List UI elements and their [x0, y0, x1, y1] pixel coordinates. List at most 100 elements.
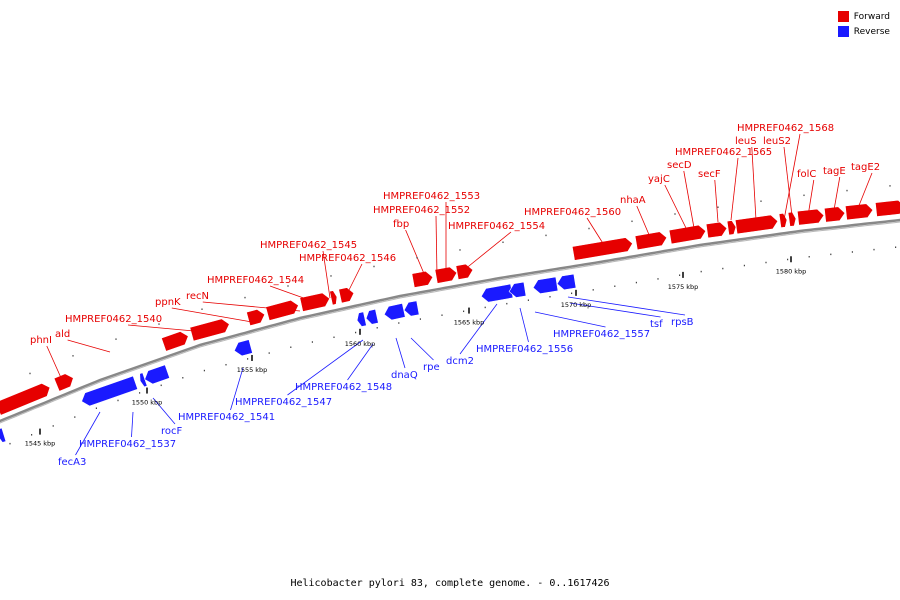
reverse-gene-label-hmpref0462-1556: HMPREF0462_1556	[476, 344, 573, 355]
reverse-callout-line-12	[567, 296, 686, 316]
reverse-callout-line-7	[410, 337, 434, 361]
forward-callout-line-14	[664, 184, 687, 229]
reverse-gene-label-rocf: rocF	[161, 426, 183, 437]
forward-gene-arrow-13	[634, 231, 668, 251]
forward-gene-arrow-15	[705, 221, 728, 239]
forward-gene-label-hmpref0462-1568: HMPREF0462_1568	[737, 123, 834, 134]
forward-gene-label-hmpref0462-1552: HMPREF0462_1552	[373, 205, 470, 216]
forward-callout-line-11	[463, 231, 512, 271]
forward-gene-label-hmpref0462-1554: HMPREF0462_1554	[448, 221, 545, 232]
scale-label: 1550 kbp	[132, 399, 163, 407]
forward-callout-line-6	[322, 250, 331, 299]
forward-gene-label-hmpref0462-1545: HMPREF0462_1545	[260, 240, 357, 251]
forward-gene-arrow-2	[161, 331, 189, 352]
forward-callout-line-15	[683, 170, 695, 229]
legend: Forward Reverse	[837, 9, 890, 39]
reverse-gene-label-hmpref0462-1537: HMPREF0462_1537	[79, 439, 176, 450]
forward-gene-arrow-16	[726, 220, 737, 236]
reverse-callout-line-0	[75, 411, 101, 456]
forward-gene-arrow-14	[668, 224, 707, 245]
forward-gene-arrow-7	[329, 290, 338, 306]
forward-gene-label-tage: tagE	[823, 166, 846, 177]
reverse-callout-line-10	[534, 311, 606, 328]
forward-gene-arrow-18	[778, 212, 788, 229]
reverse-gene-arrow-10	[508, 281, 527, 298]
reverse-callout-line-11	[569, 302, 661, 318]
reverse-swatch-icon	[837, 26, 849, 37]
scale-bar: 1545 kbp 1550 kbp 1555 kbp 1560 kbp 1565 kbp…	[9, 185, 897, 448]
forward-callout-line-7	[344, 263, 363, 299]
forward-gene-label-hmpref0462-1540: HMPREF0462_1540	[65, 314, 162, 325]
genome-caption: Helicobacter pylori 83, complete genome.…	[290, 578, 610, 589]
reverse-gene-label-feca3: fecA3	[58, 457, 86, 468]
reverse-gene-arrow-9	[480, 283, 514, 303]
forward-callout-line-5	[269, 285, 313, 302]
forward-gene-label-hmpref0462-1544: HMPREF0462_1544	[207, 275, 304, 286]
reverse-gene-arrow-8	[403, 300, 420, 317]
forward-gene-label-yajc: yajC	[648, 174, 670, 185]
reverse-gene-label-hmpref0462-1557: HMPREF0462_1557	[553, 329, 650, 340]
forward-gene-arrow-10	[434, 266, 458, 284]
reverse-gene-label-hmpref0462-1547: HMPREF0462_1547	[235, 397, 332, 408]
reverse-gene-arrow-5	[356, 311, 367, 327]
reverse-gene-label-rpsb: rpsB	[671, 317, 694, 328]
reverse-gene-label-dcm2: dcm2	[446, 356, 474, 367]
reverse-gene-label-tsf: tsf	[650, 319, 663, 330]
forward-gene-arrow-23	[874, 199, 900, 217]
reverse-gene-arrow-11	[532, 276, 559, 294]
reverse-callout-line-4	[287, 339, 364, 396]
forward-callout-line-13	[636, 205, 651, 238]
reverse-gene-label-dnaq: dnaQ	[391, 370, 418, 381]
backbone-line	[0, 218, 900, 423]
forward-gene-arrow-6	[299, 292, 331, 312]
forward-callout-line-20	[783, 146, 793, 217]
reverse-gene-arrow-4	[233, 339, 253, 357]
forward-gene-arrow-20	[796, 208, 825, 226]
forward-callout-line-2	[127, 324, 206, 333]
reverse-callout-line-9	[519, 307, 529, 343]
forward-gene-label-folc: folC	[797, 169, 816, 180]
forward-gene-arrow-5	[265, 299, 299, 321]
forward-swatch-icon	[837, 11, 849, 22]
forward-callout-line-21	[807, 179, 815, 217]
forward-callout-line-9	[435, 215, 438, 277]
forward-gene-label-ald: ald	[55, 329, 70, 340]
forward-callout-line-1	[67, 339, 111, 353]
reverse-gene-arrow-12	[556, 273, 577, 291]
forward-gene-label-nhaa: nhaA	[620, 195, 646, 206]
forward-gene-arrow-19	[787, 211, 797, 227]
forward-gene-label-secf: secF	[698, 169, 721, 180]
forward-gene-arrow-12	[571, 237, 633, 261]
forward-callout-line-12	[586, 217, 605, 246]
reverse-callout-line-6	[395, 337, 406, 369]
scale-label: 1570 kbp	[561, 301, 592, 309]
forward-gene-label-leus: leuS	[735, 136, 757, 147]
genome-backbone	[0, 218, 900, 424]
forward-callout-line-19	[783, 133, 801, 221]
forward-gene-label-recn: recN	[186, 291, 209, 302]
forward-gene-label-tage2: tagE2	[851, 162, 880, 173]
reverse-gene-arrow-3	[144, 364, 171, 385]
reverse-callout-line-2	[152, 397, 176, 425]
legend-forward-label: Forward	[853, 11, 890, 22]
forward-gene-arrow-3	[189, 318, 230, 342]
legend-item-reverse: Reverse	[837, 24, 890, 39]
forward-gene-label-hmpref0462-1560: HMPREF0462_1560	[524, 207, 621, 218]
legend-item-forward: Forward	[837, 9, 890, 24]
reverse-callout-line-3	[230, 367, 244, 411]
forward-callout-line-8	[405, 229, 426, 277]
legend-reverse-label: Reverse	[853, 26, 890, 37]
forward-gene-label-hmpref0462-1565: HMPREF0462_1565	[675, 147, 772, 158]
scale-label: 1560 kbp	[345, 340, 376, 348]
forward-callout-line-17	[730, 157, 739, 221]
forward-gene-arrow-0	[0, 383, 51, 416]
forward-gene-label-hmpref0462-1553: HMPREF0462_1553	[383, 191, 480, 202]
scale-label: 1565 kbp	[454, 319, 485, 327]
forward-callout-line-23	[857, 172, 873, 209]
reverse-gene-label-rpe: rpe	[423, 362, 440, 373]
forward-gene-arrow-1	[53, 373, 74, 392]
forward-gene-label-phni: phnI	[30, 335, 52, 346]
forward-callout-line-16	[714, 179, 719, 223]
